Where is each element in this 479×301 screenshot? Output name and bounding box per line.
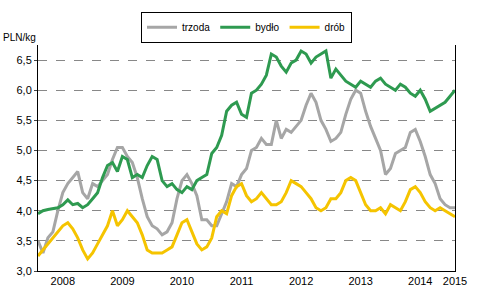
svg-text:2012: 2012 xyxy=(289,275,313,287)
svg-text:2010: 2010 xyxy=(170,275,194,287)
svg-text:2008: 2008 xyxy=(51,275,75,287)
svg-text:3,0: 3,0 xyxy=(17,265,32,277)
svg-text:4,5: 4,5 xyxy=(17,174,32,186)
svg-text:5,0: 5,0 xyxy=(17,144,32,156)
svg-text:PLN/kg: PLN/kg xyxy=(3,32,36,43)
svg-text:trzoda: trzoda xyxy=(182,22,210,33)
svg-text:6,0: 6,0 xyxy=(17,84,32,96)
svg-text:4,0: 4,0 xyxy=(17,205,32,217)
svg-text:2011: 2011 xyxy=(230,275,254,287)
svg-text:drób: drób xyxy=(325,22,345,33)
svg-text:2015: 2015 xyxy=(443,275,467,287)
svg-text:6,5: 6,5 xyxy=(17,54,32,66)
svg-text:2013: 2013 xyxy=(348,275,372,287)
svg-text:5,5: 5,5 xyxy=(17,114,32,126)
svg-text:2009: 2009 xyxy=(110,275,134,287)
svg-text:3,5: 3,5 xyxy=(17,235,32,247)
svg-text:2014: 2014 xyxy=(408,275,432,287)
svg-text:bydło: bydło xyxy=(255,22,279,33)
